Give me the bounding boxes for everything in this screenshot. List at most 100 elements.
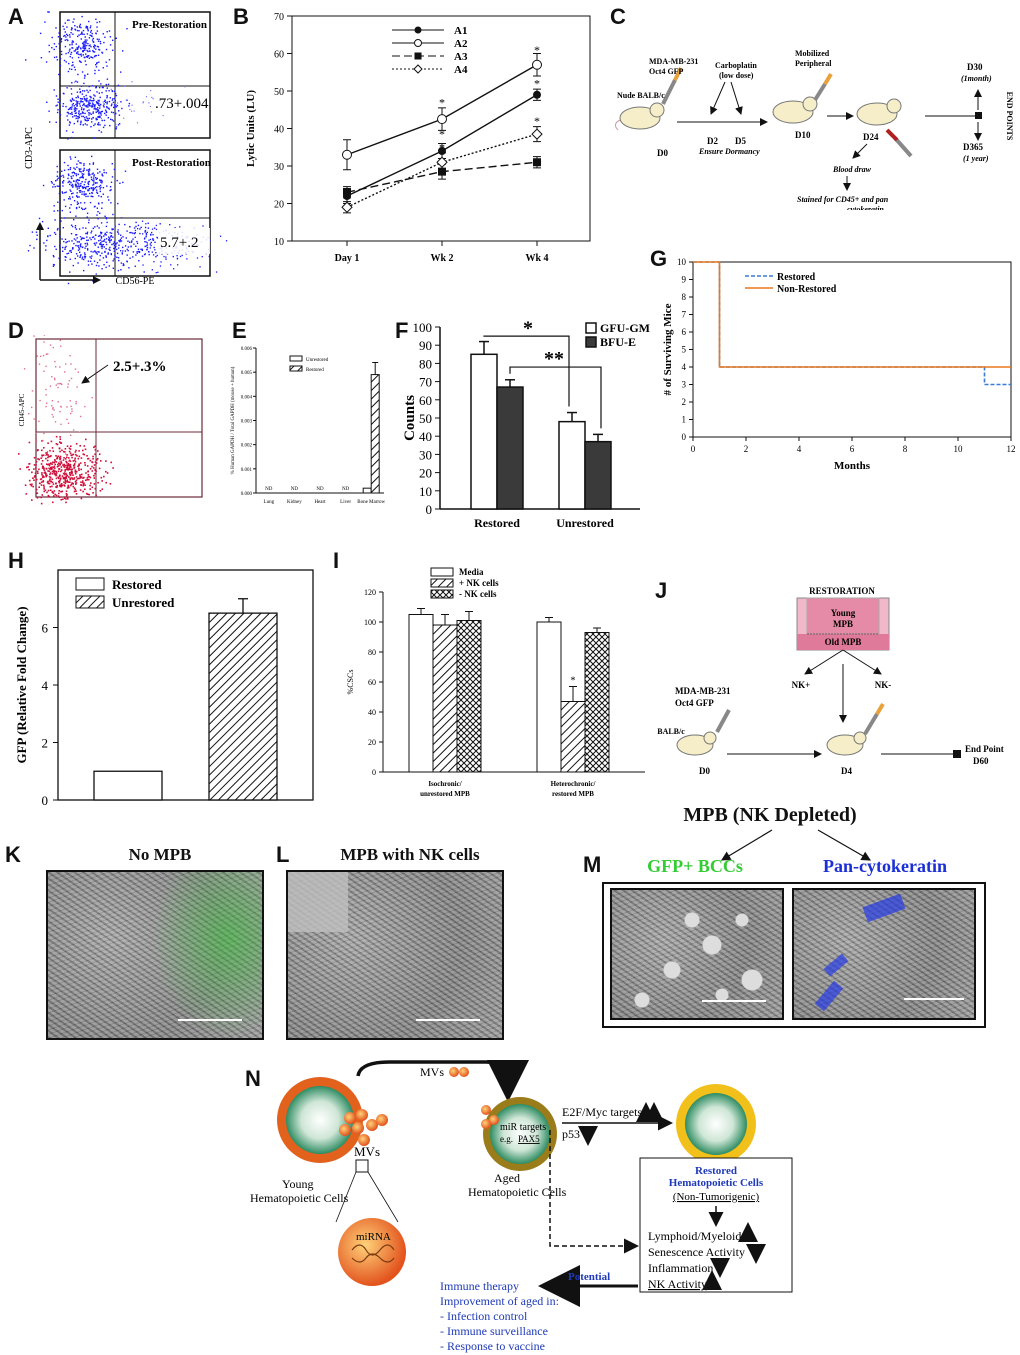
significance-star: * — [439, 140, 445, 154]
restored-cell — [676, 1084, 756, 1164]
panel-j-nkplus: NK+ — [792, 680, 811, 690]
panel-c-carbo: Carboplatin — [715, 61, 757, 70]
x-tick-label: restored MPB — [552, 790, 594, 798]
panel-c-stain2: cytokeratin — [847, 205, 884, 210]
bar-- NK cells — [456, 620, 482, 773]
panel-h-chart: 0 2 4 6 GFP (Relative Fold Change) Restored Un… — [14, 569, 314, 808]
legend-swatch — [430, 589, 454, 599]
y-tick-label: 20 — [368, 738, 376, 747]
scale-bar — [416, 1019, 480, 1021]
legend-label: A2 — [454, 38, 468, 50]
panel-j-d60: D60 — [973, 756, 989, 766]
panel-j-mouse: Nude BALB/c — [655, 727, 685, 736]
panel-c-schematic: Nude BALB/c MDA-MB-231 Oct4 GFP D0 Carbo… — [615, 49, 1014, 210]
y-tick-label: 9 — [682, 275, 687, 285]
legend-swatch — [585, 322, 597, 334]
panel-n-aged: Aged — [494, 1171, 520, 1185]
y-tick-label: 10 — [419, 484, 432, 499]
legend-label: Unrestored — [112, 595, 175, 610]
panel-f-chart: 0 10 20 30 40 50 60 70 80 90 100 Counts Restored Unre… — [402, 317, 650, 530]
bar-Unrestored — [208, 612, 278, 801]
syringe-icon — [885, 128, 913, 158]
panel-n-eg: e.g. — [500, 1134, 513, 1144]
x-tick-label: 8 — [903, 444, 908, 454]
mouse-icon — [615, 102, 665, 131]
panel-n-pax5: PAX5 — [518, 1134, 540, 1144]
panel-label-l: L — [276, 842, 290, 867]
y-tick-label: 7 — [682, 310, 687, 320]
data-point — [533, 90, 541, 99]
x-tick-label: Unrestored — [556, 516, 614, 530]
panel-n-diagram: MVs Young Hematopoietic Cells miRNA MVs … — [250, 1060, 793, 1353]
panel-label-f: F — [395, 318, 409, 343]
mirna-vesicle — [338, 1218, 406, 1286]
y-tick-label: 50 — [419, 411, 432, 426]
panel-n-young: Young — [282, 1177, 313, 1191]
x-tick-label: Wk 4 — [525, 253, 548, 264]
bar-Media — [536, 621, 562, 773]
panel-n-eff1: Lymphoid/Myeloid — [648, 1229, 741, 1243]
syringe-icon — [661, 67, 683, 105]
panel-a-post-value: 5.7+.2 — [160, 235, 198, 251]
panel-k-title: No MPB — [128, 845, 192, 864]
x-tick-label: Wk 2 — [430, 253, 453, 264]
panel-label-i: I — [333, 548, 340, 573]
bar-+ NK cells — [432, 624, 458, 773]
y-tick-label: 0.005 — [241, 371, 253, 376]
significance-bracket — [509, 366, 602, 429]
panel-n-restored2: Hematopoietic Cells — [669, 1177, 764, 1189]
bar-GFU-GM — [558, 420, 586, 510]
data-point — [533, 158, 541, 167]
panel-n-mirna: miRNA — [356, 1231, 391, 1243]
x-tick-label: 10 — [954, 444, 964, 454]
panel-j-d0: D0 — [699, 766, 710, 776]
y-axis-label: %CSCs — [346, 670, 355, 695]
significance-star: * — [439, 95, 445, 109]
legend-label: Restored — [777, 272, 816, 283]
x-tick-label: Lung — [264, 500, 275, 505]
legend-label: Restored — [306, 368, 324, 373]
scale-bar — [702, 1000, 766, 1002]
y-axis-label: Counts — [402, 395, 418, 441]
panel-j-cells: MDA-MB-231 — [675, 686, 731, 696]
panel-n-aged2: Hematopoietic Cells — [468, 1185, 567, 1199]
legend-label: + NK cells — [459, 578, 499, 588]
scale-bar — [178, 1019, 242, 1021]
panel-j-schematic: RESTORATION Young MPB Old MPB NK+ NK- MD… — [655, 586, 1004, 776]
panel-c-d2: D2 — [707, 136, 718, 146]
panel-label-d: D — [8, 318, 24, 343]
panel-d-ylabel: CD45-APC — [18, 393, 26, 426]
panel-a-top-plot: Pre-Restoration .73+.004 — [25, 11, 211, 140]
significance-star: ** — [544, 348, 564, 370]
panel-c-mob2: Peripheral — [795, 59, 832, 68]
syringe-icon — [863, 702, 885, 736]
scale-bar — [904, 998, 964, 1000]
y-tick-label: 40 — [274, 125, 284, 136]
data-point — [531, 128, 543, 140]
legend-swatch — [430, 578, 454, 588]
legend-label: - NK cells — [459, 589, 497, 599]
legend-marker — [414, 26, 422, 34]
mouse-icon — [772, 96, 818, 124]
x-tick-label: Day 1 — [335, 253, 360, 264]
panel-k-micrograph — [46, 870, 264, 1040]
panel-n-imm2: Improvement of aged in: — [440, 1294, 559, 1308]
legend-swatch — [289, 355, 303, 362]
bar-restored — [370, 374, 380, 494]
y-tick-label: 0.001 — [241, 468, 253, 473]
legend-label: Unrestored — [306, 358, 329, 363]
panel-j-young: Young — [831, 608, 856, 618]
panel-label-h: H — [8, 548, 24, 573]
data-point — [341, 201, 353, 213]
panel-label-c: C — [610, 4, 626, 29]
panel-c-dormancy: Ensure Dormancy — [698, 147, 760, 156]
panel-m-left-micrograph — [610, 888, 784, 1020]
up-arrow-icon — [636, 1102, 664, 1122]
bar-BFU-E — [584, 440, 612, 510]
x-tick-label: 2 — [744, 444, 749, 454]
y-tick-label: 30 — [419, 447, 432, 462]
y-tick-label: 20 — [274, 200, 284, 211]
panel-j-cells2: Oct4 GFP — [675, 698, 714, 708]
y-axis-label: # of Surviving Mice — [662, 303, 674, 395]
y-tick-label: 80 — [419, 356, 432, 371]
